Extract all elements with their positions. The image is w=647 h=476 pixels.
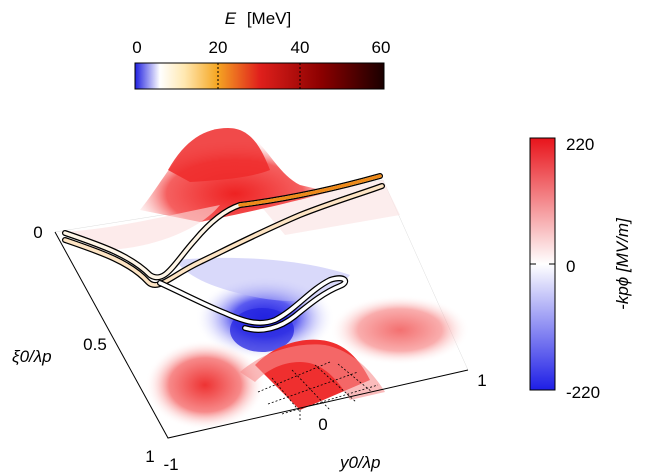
energy-tick-0: 0 bbox=[132, 38, 141, 57]
x-axis-label: y0/λp bbox=[339, 453, 381, 472]
energy-unit: [MeV] bbox=[247, 9, 291, 28]
potential-tick-min: -220 bbox=[566, 383, 600, 402]
energy-tick-20: 20 bbox=[209, 38, 228, 57]
energy-colorbar-label: E [MeV] bbox=[225, 9, 291, 28]
x-tick-0: 0 bbox=[318, 415, 327, 434]
red-side-right bbox=[330, 295, 470, 365]
surface-grid bbox=[257, 361, 379, 420]
energy-colorbar-bar bbox=[134, 62, 385, 90]
red-bump-back-core bbox=[168, 128, 270, 182]
potential-tick-zero: 0 bbox=[566, 257, 575, 276]
trajectory-2 bbox=[63, 184, 384, 287]
x-tick-1: 1 bbox=[477, 371, 486, 390]
blue-band bbox=[175, 257, 350, 301]
energy-tick-40: 40 bbox=[291, 38, 310, 57]
y-axis-label: ξ0/λp bbox=[12, 347, 52, 366]
trajectory-1-hot bbox=[238, 174, 382, 207]
trajectory-3 bbox=[158, 276, 347, 332]
x-tick-minus1: -1 bbox=[163, 455, 178, 474]
potential-colorbar-label: -kpϕ [MV/m] bbox=[613, 217, 632, 310]
y-tick-0: 0 bbox=[33, 223, 42, 242]
potential-tick-max: 220 bbox=[566, 135, 594, 154]
potential-colorbar: 220 0 -220 -kpϕ [MV/m] bbox=[529, 135, 632, 402]
trajectories bbox=[62, 173, 385, 333]
energy-tick-60: 60 bbox=[372, 38, 391, 57]
y-tick-0.5: 0.5 bbox=[83, 335, 107, 354]
surface-frame bbox=[54, 231, 469, 439]
surface-plot bbox=[54, 127, 470, 439]
energy-colorbar: E [MeV] 0 20 40 60 bbox=[132, 9, 391, 90]
energy-symbol: E bbox=[225, 9, 237, 28]
axes-labels: 0 0.5 1 -1 0 1 ξ0/λp y0/λp bbox=[12, 223, 487, 474]
y-tick-1: 1 bbox=[145, 447, 154, 466]
red-flank-left bbox=[60, 205, 220, 250]
red-bump-front-halo bbox=[240, 344, 385, 400]
red-side-left bbox=[145, 340, 265, 430]
